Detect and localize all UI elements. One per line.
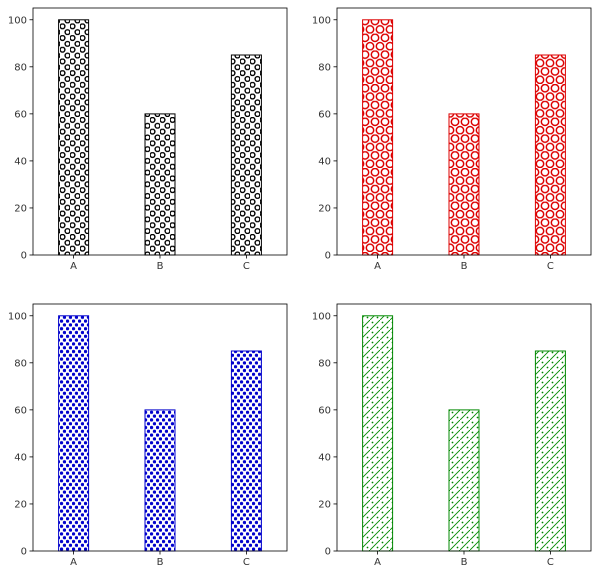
y-tick-label: 40 <box>14 452 27 463</box>
bar-B <box>448 409 480 552</box>
x-tick-label: A <box>70 261 77 272</box>
x-tick-label: B <box>157 261 164 272</box>
y-tick-label: 20 <box>318 499 331 510</box>
chart-panel-4: 0 20 40 60 80 100 A B C <box>312 303 592 568</box>
y-tick-label: 40 <box>318 156 331 167</box>
y-tick-label: 100 <box>8 311 27 322</box>
y-tick-label: 20 <box>14 203 27 214</box>
x-tick-label: A <box>374 557 381 568</box>
y-tick-label: 60 <box>14 405 27 416</box>
bar-C <box>534 54 566 256</box>
chart-panel-3: 0 20 40 60 80 100 A B C <box>8 303 288 568</box>
y-tick-label: 20 <box>14 499 27 510</box>
chart-panel-1: 0 20 40 60 80 100 A B C <box>8 7 288 272</box>
y-tick-label: 40 <box>318 452 331 463</box>
y-tick-label: 60 <box>318 109 331 120</box>
x-tick-label: C <box>243 261 250 272</box>
y-tick-label: 60 <box>14 109 27 120</box>
bar-A <box>58 19 90 256</box>
bar-C <box>230 54 262 256</box>
x-tick-label: A <box>70 557 77 568</box>
x-tick-label: B <box>157 557 164 568</box>
x-tick-label: A <box>374 261 381 272</box>
bar-A <box>362 315 394 552</box>
x-tick-label: C <box>547 557 554 568</box>
y-tick-label: 80 <box>318 358 331 369</box>
bar-C <box>534 350 566 552</box>
y-tick-label: 100 <box>312 15 331 26</box>
x-tick-label: B <box>461 261 468 272</box>
bar-A <box>362 19 394 256</box>
y-tick-label: 20 <box>318 203 331 214</box>
chart-panel-2: 0 20 40 60 80 100 A B C <box>312 7 592 272</box>
y-tick-label: 40 <box>14 156 27 167</box>
y-tick-label: 0 <box>325 251 331 262</box>
y-tick-label: 100 <box>8 15 27 26</box>
bar-A <box>58 315 90 552</box>
y-tick-label: 80 <box>14 358 27 369</box>
bar-B <box>448 113 480 256</box>
bar-B <box>144 113 176 256</box>
bar-C <box>230 350 262 552</box>
y-tick-label: 80 <box>318 62 331 73</box>
y-tick-label: 0 <box>21 251 27 262</box>
y-tick-label: 80 <box>14 62 27 73</box>
y-tick-label: 100 <box>312 311 331 322</box>
y-tick-label: 0 <box>325 547 331 558</box>
x-tick-label: B <box>461 557 468 568</box>
x-tick-label: C <box>547 261 554 272</box>
x-tick-label: C <box>243 557 250 568</box>
y-tick-label: 0 <box>21 547 27 558</box>
y-tick-label: 60 <box>318 405 331 416</box>
bar-B <box>144 409 176 552</box>
